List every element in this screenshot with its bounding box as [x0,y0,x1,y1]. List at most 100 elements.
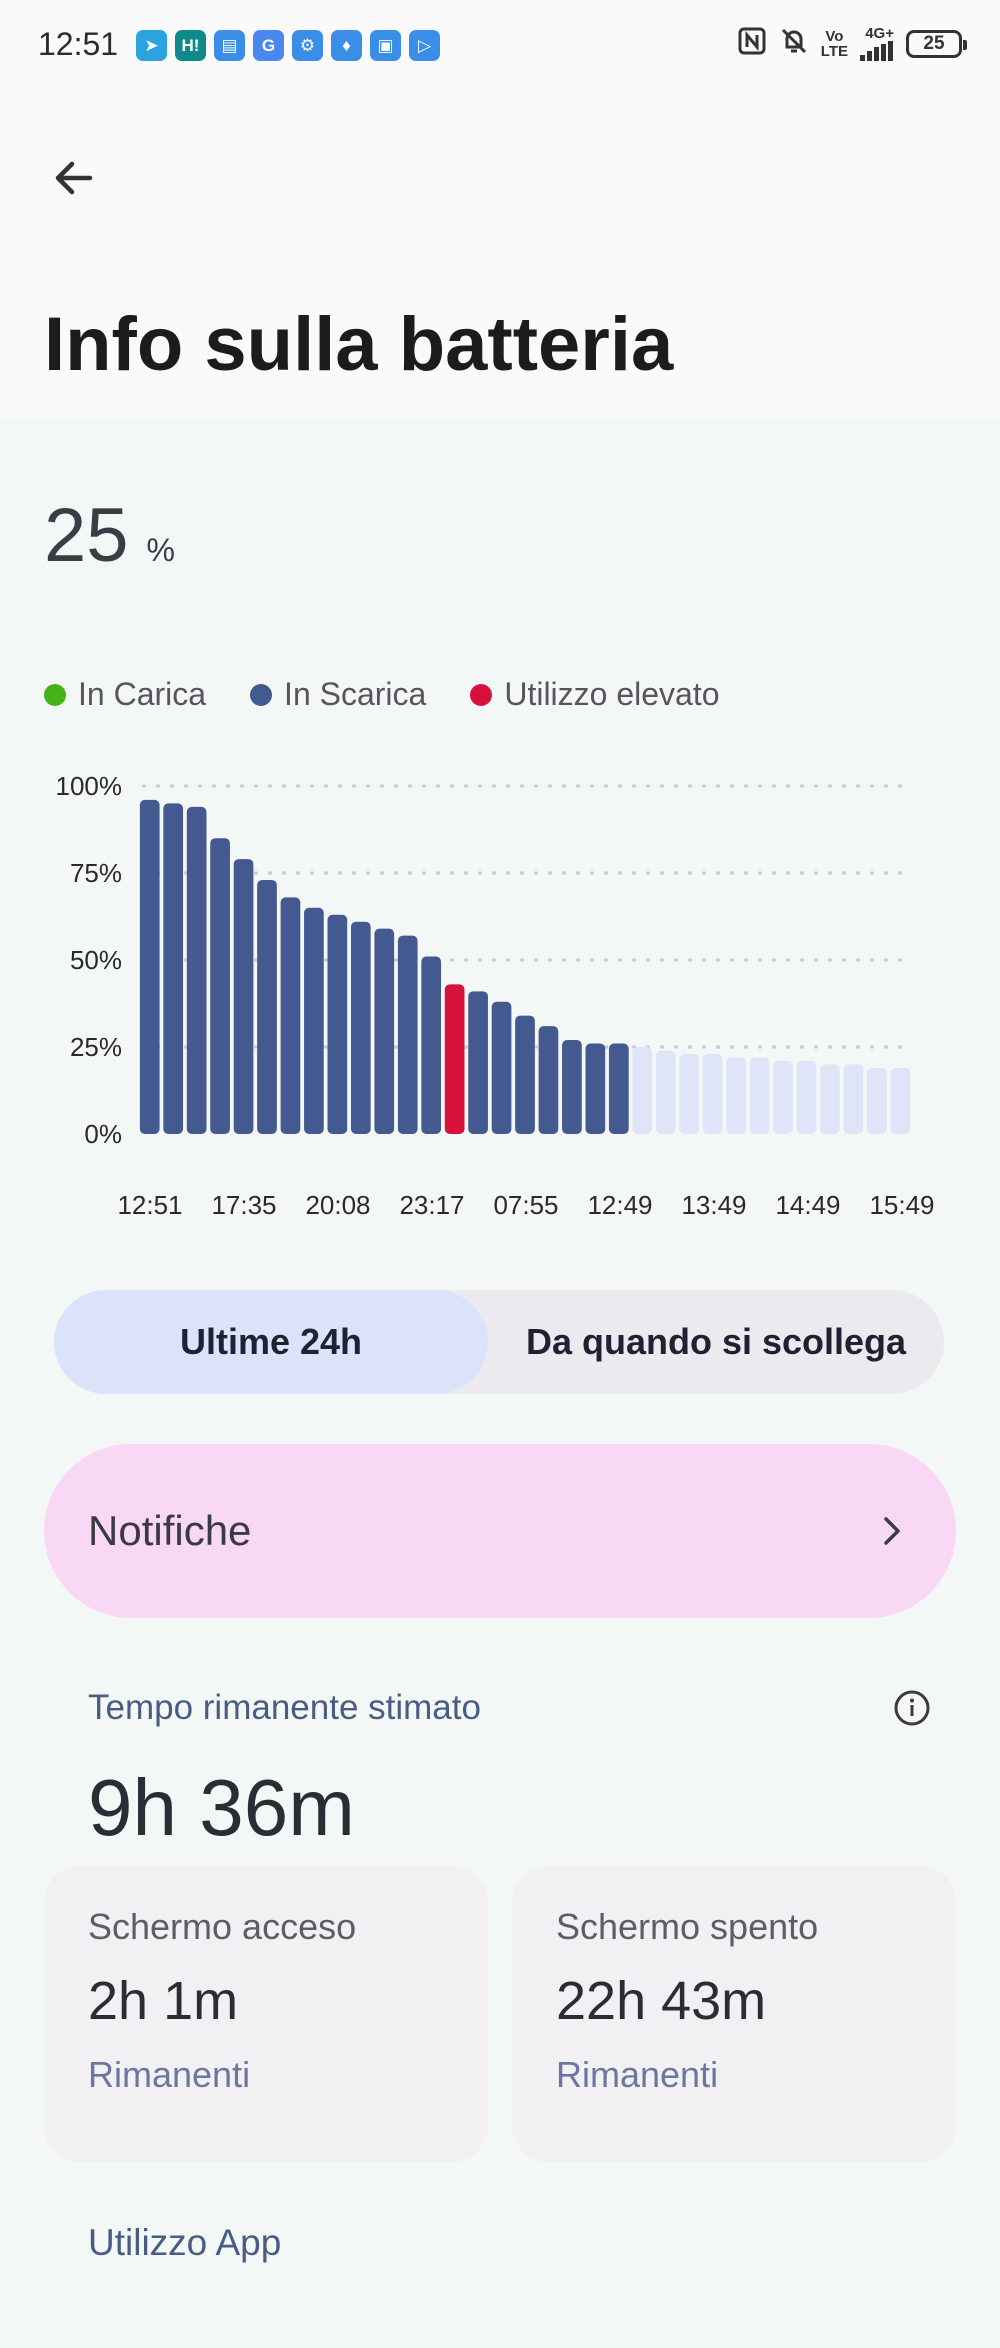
chart-bar [773,1060,793,1134]
mail-icon: ▤ [214,30,245,61]
legend-high-usage: Utilizzo elevato [470,676,720,713]
chart-bar [327,914,348,1134]
chart-bar [585,1043,606,1134]
screen-off-title: Schermo spento [556,1906,819,1947]
app-usage-heading[interactable]: Utilizzo App [88,2222,282,2263]
chart-bar [679,1053,700,1134]
settings-app-icon: ⚙ [292,30,323,61]
play-app-icon: ▷ [409,30,440,61]
notifications-card[interactable]: Notifiche [44,1444,956,1618]
legend-dot-charging [44,683,66,706]
volte-vo-label: Vo [825,27,844,45]
chart-bar [468,991,488,1134]
notification-icons: ➤ H! ▤ G ⚙ ♦ ▣ ▷ [136,30,440,61]
x-tick-label: 07:55 [493,1190,558,1220]
chart-bar [726,1057,746,1134]
estimated-time-label: Tempo rimanente stimato [88,1688,481,1727]
chart-bar [210,838,230,1134]
chart-bar [515,1015,535,1134]
battery-chart[interactable]: 100% 75% 50% 25% 0% 12:51 17:35 20:08 23:17 07:55… [40,760,960,1240]
bell-off-icon [779,26,809,61]
chart-bar [186,806,207,1134]
chart-bar [257,879,277,1134]
info-icon[interactable] [892,1688,932,1728]
notifications-label: Notifiche [88,1507,252,1554]
status-time: 12:51 [38,26,119,62]
chart-bar [374,928,395,1134]
chart-bar [702,1053,723,1134]
volte-lte-label: LTE [820,42,848,60]
chevron-right-icon [884,1517,900,1545]
tab-last-24h[interactable]: Ultime 24h [54,1290,488,1394]
screen-on-card: Schermo acceso 2h 1m Rimanenti [44,1866,488,2162]
chart-bar [632,1047,653,1134]
arrow-left-icon [55,161,93,195]
google-icon: G [253,30,284,61]
chart-bar [304,907,324,1134]
chart-bar [491,1001,512,1134]
network-type-label: 4G+ [865,25,894,42]
chart-bar [843,1064,864,1134]
signal-icon: 4G+ [860,26,894,61]
legend-charging-label: In Carica [78,676,207,712]
legend-discharging: In Scarica [250,676,426,713]
y-tick-label: 25% [70,1032,122,1062]
y-tick-label: 50% [70,945,122,975]
chart-bar [866,1067,887,1134]
chart-bar [280,897,301,1134]
system-icons: Vo LTE 4G+ 25 [737,26,967,61]
chart-bar [538,1026,559,1134]
battery-percent-value: 25 [44,493,129,578]
screen-off-value: 22h 43m [556,1971,767,2031]
screen-on-title: Schermo acceso [88,1906,357,1947]
x-tick-label: 13:49 [681,1190,746,1220]
status-bar: 12:51 ➤ H! ▤ G ⚙ ♦ ▣ ▷ Vo LTE 4G+ 25 [0,0,1000,96]
legend-charging: In Carica [44,676,206,713]
header-area: 12:51 ➤ H! ▤ G ⚙ ♦ ▣ ▷ Vo LTE 4G+ 25 Info sulla… [0,0,1000,418]
chart-bar [233,859,254,1134]
x-tick-label: 20:08 [305,1190,370,1220]
chart-bar [608,1043,629,1134]
battery-percentage: 25 % [44,492,175,579]
chart-bar [397,935,418,1134]
battery-status-icon: 25 [906,29,967,58]
legend-high-usage-label: Utilizzo elevato [504,676,720,712]
chart-bar [421,956,442,1134]
y-tick-label: 0% [84,1119,122,1149]
shield-app-icon: ♦ [331,30,362,61]
x-tick-label: 12:51 [117,1190,182,1220]
chart-bar [796,1060,817,1134]
estimated-time-value: 9h 36m [88,1763,355,1852]
chart-bar [444,984,465,1134]
tab-since-unplug[interactable]: Da quando si scollega [525,1321,907,1362]
time-range-toggle: Ultime 24h Da quando si scollega [54,1290,944,1394]
y-tick-label: 75% [70,858,122,888]
screen-off-card: Schermo spento 22h 43m Rimanenti [512,1866,956,2162]
back-button[interactable] [44,150,104,210]
x-tick-label: 12:49 [587,1190,652,1220]
x-tick-label: 15:49 [869,1190,934,1220]
chart-legend: In Carica In Scarica Utilizzo elevato [44,676,720,713]
chart-bar [655,1050,676,1134]
chart-bar [820,1064,840,1134]
chart-bar [163,803,184,1134]
volte-indicator: Vo LTE [821,29,848,59]
x-tick-label: 14:49 [775,1190,840,1220]
nfc-icon [737,26,767,61]
clipboard-app-icon: ▣ [370,30,401,61]
battery-percent-unit: % [146,532,175,568]
legend-dot-discharging [250,683,273,706]
chart-bar [749,1057,770,1134]
chart-bar [350,921,371,1134]
chart-bar [562,1040,582,1134]
screen-on-sub: Rimanenti [88,2054,251,2095]
x-tick-label: 23:17 [399,1190,464,1220]
legend-discharging-label: In Scarica [284,676,427,712]
y-tick-label: 100% [56,771,123,801]
page-title: Info sulla batteria [44,302,674,387]
chart-bar [890,1067,911,1134]
screen-off-sub: Rimanenti [556,2054,719,2095]
chart-bar [139,799,160,1134]
h-app-icon: H! [175,30,206,61]
telegram-icon: ➤ [136,30,167,61]
